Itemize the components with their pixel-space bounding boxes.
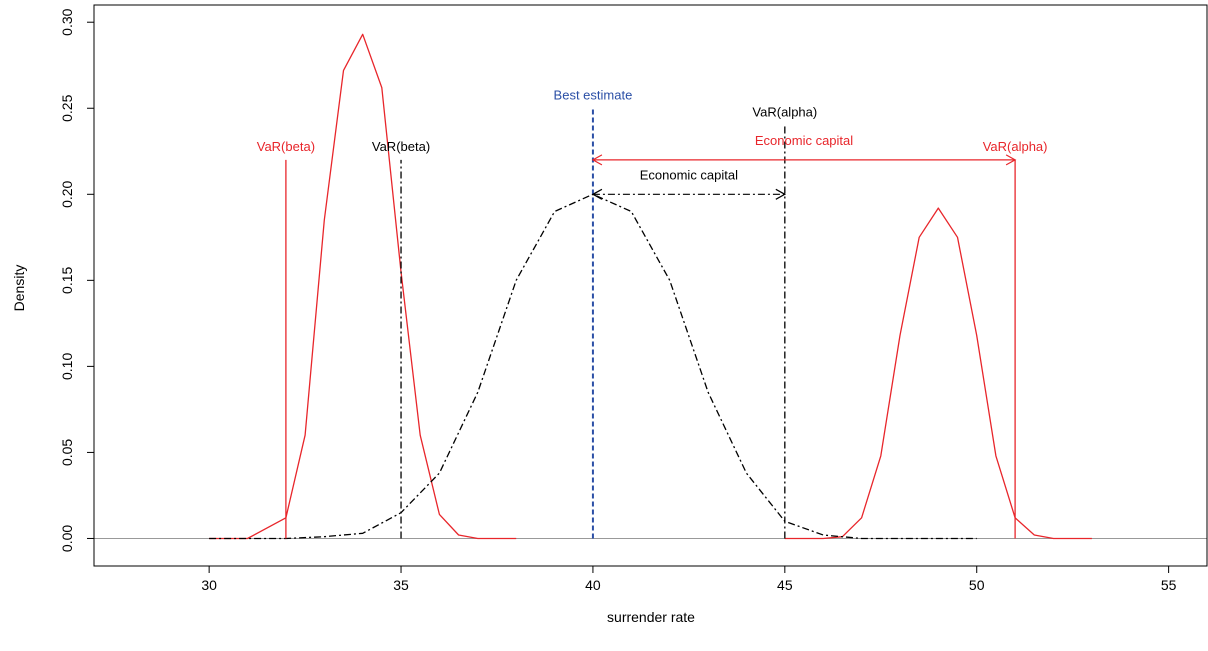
vline-label-5: VaR(alpha)	[983, 139, 1048, 154]
vline-label-1: VaR(beta)	[257, 139, 315, 154]
x-tick-label: 40	[585, 577, 601, 593]
vline-label-2: VaR(beta)	[372, 139, 430, 154]
x-tick-label: 55	[1161, 577, 1177, 593]
y-tick-label: 0.00	[59, 525, 75, 552]
plot-layer: VaR(beta) VaR(beta) Best estimate VaR(alpha…	[59, 4, 1208, 593]
capital-arrowhead-right-1	[1005, 154, 1017, 166]
capital-arrowhead-right-2	[775, 188, 787, 200]
y-tick-label: 0.10	[59, 353, 75, 380]
y-tick-label: 0.25	[59, 94, 75, 121]
density-curve-2	[784, 207, 1092, 540]
x-axis-label: surrender rate	[607, 609, 695, 625]
x-tick-label: 45	[777, 577, 793, 593]
y-tick-label: 0.05	[59, 439, 75, 466]
capital-arrow-label-1: Economic capital	[755, 133, 853, 148]
y-axis-label: Density	[11, 265, 27, 312]
x-tick-label: 50	[969, 577, 985, 593]
density-curve-1	[209, 33, 517, 540]
vline-label-4: VaR(alpha)	[752, 104, 817, 119]
y-tick-label: 0.20	[59, 180, 75, 207]
y-tick-label: 0.15	[59, 267, 75, 294]
plot-frame	[93, 4, 1208, 567]
capital-arrow-label-2: Economic capital	[640, 167, 738, 182]
capital-arrowhead-left-1	[591, 154, 603, 166]
y-tick-label: 0.30	[59, 8, 75, 35]
x-tick-label: 30	[201, 577, 217, 593]
x-tick-label: 35	[393, 577, 409, 593]
vline-label-3: Best estimate	[554, 87, 633, 102]
capital-arrowhead-left-2	[591, 188, 603, 200]
